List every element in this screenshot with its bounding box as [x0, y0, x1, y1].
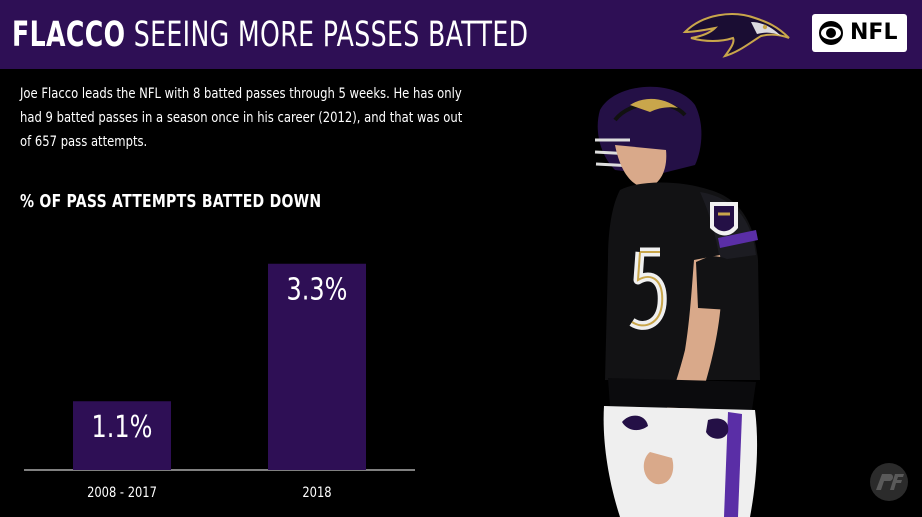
page-title: FLACCO SEEING MORE PASSES BATTED [12, 10, 528, 60]
ravens-logo [681, 8, 793, 58]
player-photo [560, 80, 780, 517]
category-label-1: 2018 [302, 485, 331, 501]
title-rest: SEEING MORE PASSES BATTED [134, 15, 529, 55]
bar-chart: 1.1% 2008 - 2017 3.3% 2018 [0, 230, 430, 517]
header-banner: FLACCO SEEING MORE PASSES BATTED NFL [0, 0, 922, 69]
description-text: Joe Flacco leads the NFL with 8 batted p… [20, 82, 468, 154]
title-strong: FLACCO [12, 15, 125, 55]
chart-title: % OF PASS ATTEMPTS BATTED DOWN [20, 190, 321, 214]
category-label-0: 2008 - 2017 [87, 485, 157, 501]
cbs-eye-icon [818, 20, 844, 46]
nfl-logo: NFL [850, 20, 897, 46]
data-label-0: 1.1% [92, 411, 153, 445]
data-label-1: 3.3% [287, 273, 348, 307]
pff-logo [868, 462, 910, 502]
cbs-nfl-logo: NFL [812, 14, 907, 52]
